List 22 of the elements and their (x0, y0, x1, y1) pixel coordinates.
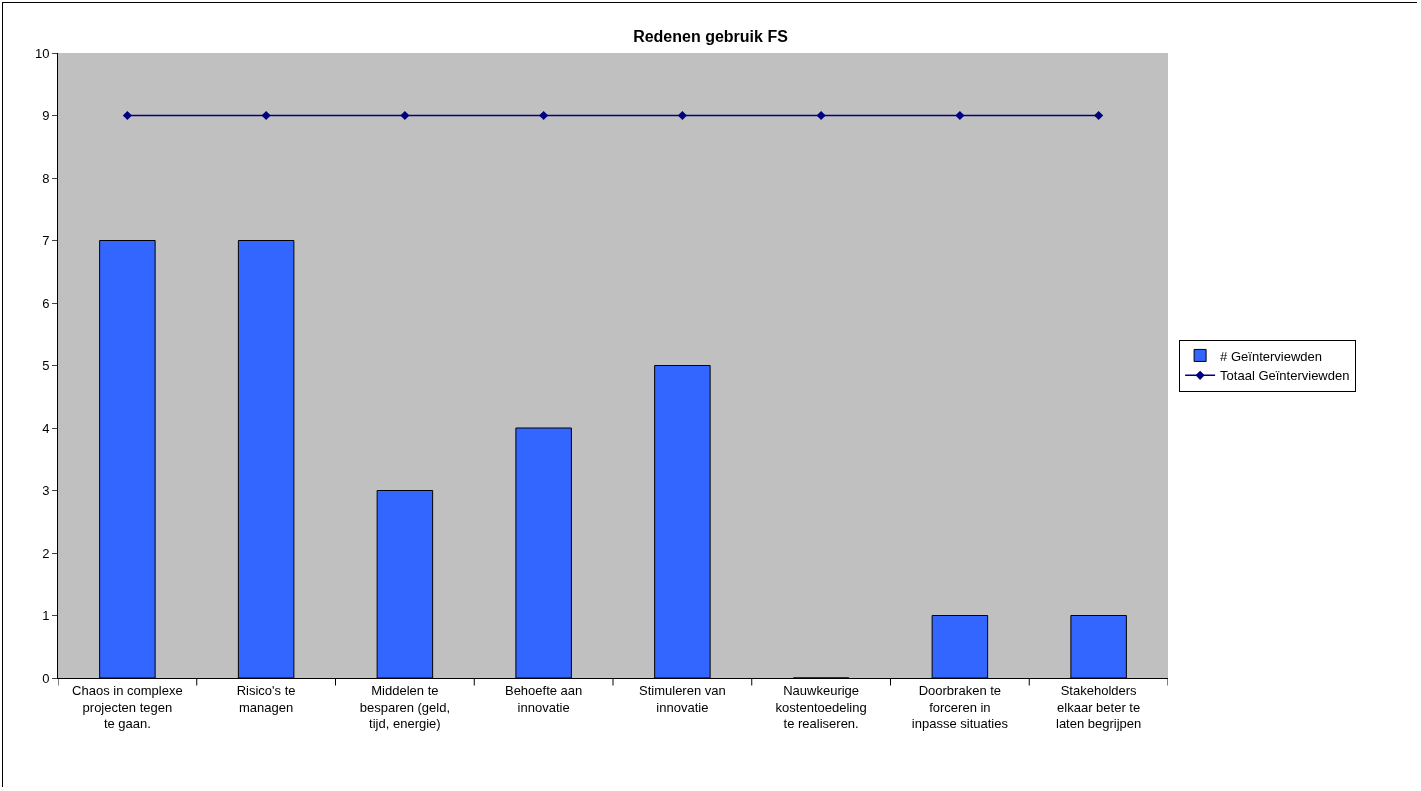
y-tick-label: 1 (42, 608, 50, 624)
x-tick-label: Behoefte aan innovatie (504, 682, 583, 715)
legend-label: # Geïnterviewden (1220, 348, 1323, 364)
x-tick-label: Doorbraken te forceren in inpasse situaties (911, 682, 1009, 732)
x-tick-label: Chaos in complexe projecten tegen te gaan. (72, 682, 183, 732)
x-tick-label: Stakeholders elkaar beter te laten begrijpen (1055, 682, 1142, 732)
x-tick-label: Middelen te besparen (geld, tijd, energie) (359, 682, 451, 732)
legend-label: Totaal Geïnterviewden (1220, 368, 1350, 384)
y-tick-label: 2 (42, 545, 50, 561)
x-tick-label: Nauwkeurige kostentoedeling te realiseren. (775, 682, 867, 732)
y-tick-label: 0 (42, 670, 50, 686)
y-tick-label: 5 (42, 358, 50, 374)
y-tick-label: 4 (42, 420, 50, 436)
y-tick-label: 10 (34, 45, 50, 61)
x-tick-label: Risico's te managen (236, 682, 296, 715)
x-tick-label: Stimuleren van innovatie (639, 682, 726, 715)
chart-title: Redenen gebruik FS (633, 27, 789, 45)
y-tick-label: 9 (42, 108, 50, 124)
y-tick-label: 8 (42, 170, 50, 186)
y-tick-label: 7 (42, 233, 50, 249)
y-tick-label: 3 (42, 483, 50, 499)
y-tick-label: 6 (42, 295, 50, 311)
